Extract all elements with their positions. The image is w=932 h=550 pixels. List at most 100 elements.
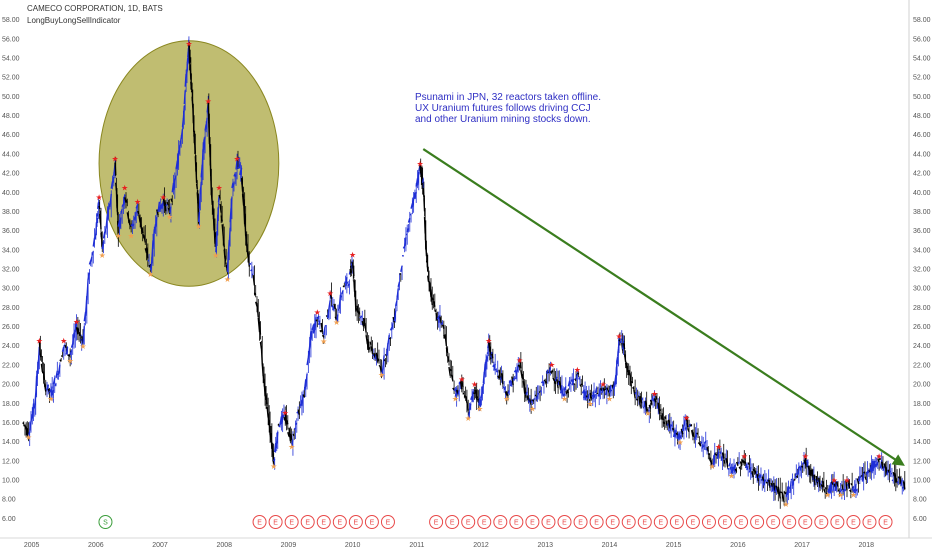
buy-signal-star: ★ xyxy=(683,413,690,422)
price-series-layer xyxy=(22,36,906,509)
y-tick-label-right: 54.00 xyxy=(913,55,931,62)
trend-arrow-head xyxy=(891,454,905,466)
earnings-event-marker xyxy=(798,515,813,529)
y-tick-label-left: 14.00 xyxy=(2,439,20,446)
y-tick-label-right: 16.00 xyxy=(913,420,931,427)
sell-signal-star: ★ xyxy=(195,222,202,231)
x-tick-label: 2017 xyxy=(794,542,810,549)
y-tick-label-left: 22.00 xyxy=(2,362,20,369)
earnings-event-marker xyxy=(445,515,460,529)
earnings-event-marker xyxy=(766,515,781,529)
earnings-event-label: E xyxy=(257,520,262,527)
earnings-event-marker xyxy=(605,515,620,529)
y-tick-label-left: 30.00 xyxy=(2,286,20,293)
y-tick-label-left: 44.00 xyxy=(2,151,20,158)
y-tick-label-right: 26.00 xyxy=(913,324,931,331)
buy-signal-star: ★ xyxy=(60,337,67,346)
earnings-event-label: E xyxy=(514,520,519,527)
earnings-event-label: E xyxy=(835,520,840,527)
earnings-event-marker xyxy=(814,515,829,529)
sell-signal-star: ★ xyxy=(782,500,789,509)
sell-signal-star: ★ xyxy=(212,251,219,260)
buy-signal-star: ★ xyxy=(876,452,883,461)
buy-signal-star: ★ xyxy=(349,250,356,259)
y-tick-label-left: 20.00 xyxy=(2,382,20,389)
y-tick-label-right: 8.00 xyxy=(913,497,927,504)
earnings-event-marker xyxy=(653,515,668,529)
buy-signal-star: ★ xyxy=(327,289,334,298)
earnings-event-label: E xyxy=(883,520,888,527)
buy-signal-star: ★ xyxy=(843,476,850,485)
split-event-label: S xyxy=(103,520,108,527)
split-event-marker xyxy=(98,515,113,529)
y-tick-label-right: 38.00 xyxy=(913,209,931,216)
earnings-event-label: E xyxy=(626,520,631,527)
earnings-event-label: E xyxy=(707,520,712,527)
y-tick-label-right: 20.00 xyxy=(913,382,931,389)
sell-signal-star: ★ xyxy=(166,212,173,221)
y-tick-label-left: 46.00 xyxy=(2,132,20,139)
y-tick-label-right: 28.00 xyxy=(913,305,931,312)
y-tick-label-left: 50.00 xyxy=(2,94,20,101)
buy-signal-star: ★ xyxy=(216,183,223,192)
earnings-event-marker xyxy=(685,515,700,529)
earnings-event-marker xyxy=(782,515,797,529)
symbol-title: CAMECO CORPORATION, 1D, BATS xyxy=(27,4,163,13)
buy-signal-star: ★ xyxy=(616,332,623,341)
y-tick-label-left: 12.00 xyxy=(2,458,20,465)
y-axis-left: 6.00 8.00 10.00 12.00 14.00 16.00 18.00 20.00 22… xyxy=(2,17,20,523)
trend-arrow-line xyxy=(422,148,903,465)
earnings-event-marker xyxy=(878,515,893,529)
earnings-event-label: E xyxy=(337,520,342,527)
chart-annotation: Psunami in JPN, 32 reactors taken offlin… xyxy=(415,92,615,125)
y-tick-label-right: 42.00 xyxy=(913,171,931,178)
buy-signal-star: ★ xyxy=(233,154,240,163)
sell-signal-star: ★ xyxy=(128,232,135,241)
earnings-event-marker xyxy=(509,515,524,529)
y-tick-label-left: 42.00 xyxy=(2,171,20,178)
y-tick-label-right: 18.00 xyxy=(913,401,931,408)
earnings-event-label: E xyxy=(321,520,326,527)
earnings-event-marker xyxy=(557,515,572,529)
earnings-event-marker xyxy=(830,515,845,529)
sell-signal-star: ★ xyxy=(561,395,568,404)
x-tick-label: 2005 xyxy=(24,542,40,549)
earnings-event-marker xyxy=(332,515,347,529)
x-tick-label: 2009 xyxy=(281,542,297,549)
earnings-event-marker xyxy=(846,515,861,529)
earnings-event-label: E xyxy=(691,520,696,527)
x-tick-label: 2006 xyxy=(88,542,104,549)
y-tick-label-left: 52.00 xyxy=(2,75,20,82)
earnings-event-label: E xyxy=(803,520,808,527)
earnings-event-marker xyxy=(701,515,716,529)
y-tick-label-left: 34.00 xyxy=(2,247,20,254)
earnings-event-marker xyxy=(637,515,652,529)
indicator-name[interactable]: LongBuyLongSellIndicator xyxy=(27,16,121,25)
sell-signal-star: ★ xyxy=(503,395,510,404)
earnings-event-marker xyxy=(284,515,299,529)
earnings-event-label: E xyxy=(578,520,583,527)
earnings-event-label: E xyxy=(642,520,647,527)
buy-signal-star: ★ xyxy=(282,409,289,418)
x-axis: 2005 2006 2007 2008 2009 2010 2011 2012 2013 2014… xyxy=(0,537,932,549)
earnings-event-label: E xyxy=(787,520,792,527)
earnings-event-label: E xyxy=(466,520,471,527)
earnings-event-marker xyxy=(669,515,684,529)
annotation-line: Psunami in JPN, 32 reactors taken offlin… xyxy=(415,92,602,103)
x-tick-label: 2015 xyxy=(666,542,682,549)
buy-signal-star: ★ xyxy=(516,356,523,365)
y-tick-label-right: 36.00 xyxy=(913,228,931,235)
y-tick-label-right: 46.00 xyxy=(913,132,931,139)
highlight-circle xyxy=(98,40,280,287)
sell-signal-star: ★ xyxy=(270,462,277,471)
buy-signal-star: ★ xyxy=(121,183,128,192)
sell-signal-star: ★ xyxy=(288,443,295,452)
buy-signal-star: ★ xyxy=(416,159,423,168)
earnings-event-marker xyxy=(718,515,733,529)
earnings-event-marker xyxy=(525,515,540,529)
buy-signal-star: ★ xyxy=(599,380,606,389)
buy-signal-star: ★ xyxy=(715,442,722,451)
sell-signal-star: ★ xyxy=(147,270,154,279)
